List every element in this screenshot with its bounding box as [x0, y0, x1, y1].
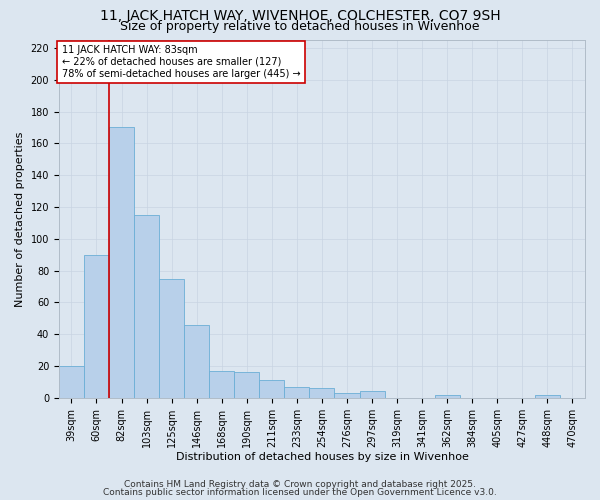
- Text: Contains public sector information licensed under the Open Government Licence v3: Contains public sector information licen…: [103, 488, 497, 497]
- Bar: [259, 380, 284, 398]
- Bar: [109, 128, 134, 398]
- Bar: [134, 215, 159, 398]
- Bar: [234, 372, 259, 398]
- Text: 11, JACK HATCH WAY, WIVENHOE, COLCHESTER, CO7 9SH: 11, JACK HATCH WAY, WIVENHOE, COLCHESTER…: [100, 9, 500, 23]
- Bar: [359, 392, 385, 398]
- X-axis label: Distribution of detached houses by size in Wivenhoe: Distribution of detached houses by size …: [176, 452, 469, 462]
- Bar: [535, 394, 560, 398]
- Bar: [284, 386, 310, 398]
- Bar: [334, 393, 359, 398]
- Y-axis label: Number of detached properties: Number of detached properties: [15, 131, 25, 306]
- Text: Size of property relative to detached houses in Wivenhoe: Size of property relative to detached ho…: [120, 20, 480, 33]
- Text: Contains HM Land Registry data © Crown copyright and database right 2025.: Contains HM Land Registry data © Crown c…: [124, 480, 476, 489]
- Text: 11 JACK HATCH WAY: 83sqm
← 22% of detached houses are smaller (127)
78% of semi-: 11 JACK HATCH WAY: 83sqm ← 22% of detach…: [62, 46, 300, 78]
- Bar: [184, 324, 209, 398]
- Bar: [84, 254, 109, 398]
- Bar: [310, 388, 334, 398]
- Bar: [59, 366, 84, 398]
- Bar: [209, 371, 234, 398]
- Bar: [159, 278, 184, 398]
- Bar: [434, 394, 460, 398]
